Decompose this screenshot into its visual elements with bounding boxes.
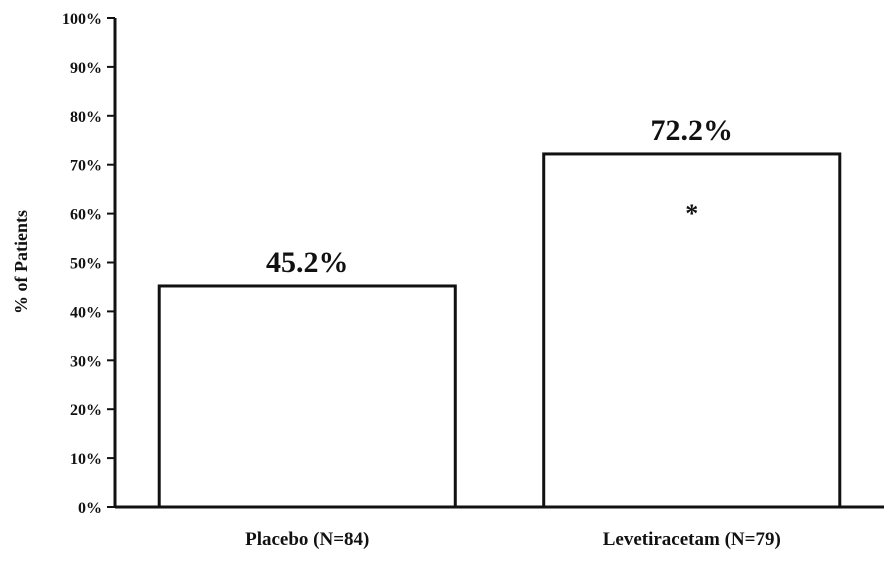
- y-tick-label: 50%: [70, 256, 102, 273]
- bar: [157, 284, 457, 509]
- x-category-label: Levetiracetam (N=79): [603, 529, 781, 550]
- y-tick-label: 90%: [70, 60, 102, 77]
- y-tick-label: 60%: [70, 207, 102, 224]
- bars: [157, 152, 842, 509]
- bar-value-label: 45.2%: [266, 246, 349, 279]
- y-tick-label: 0%: [78, 500, 102, 517]
- y-tick-label: 20%: [70, 402, 102, 419]
- y-axis-label: % of Patients: [11, 210, 31, 314]
- y-tick-label: 70%: [70, 158, 102, 175]
- y-tick-label: 80%: [70, 109, 102, 126]
- bar-value-label: 72.2%: [651, 114, 734, 147]
- y-tick-label: 30%: [70, 353, 102, 370]
- data-labels: 45.2% 72.2% *: [266, 114, 733, 279]
- y-tick-label: 40%: [70, 304, 102, 321]
- y-tick-label: 10%: [70, 451, 102, 468]
- x-category-label: Placebo (N=84): [245, 529, 369, 550]
- y-axis-ticks: 0% 10% 20% 30% 40% 50% 60% 70% 80% 90% 100%: [62, 11, 115, 517]
- x-axis-categories: Placebo (N=84) Levetiracetam (N=79): [245, 529, 781, 550]
- significance-asterisk: *: [685, 199, 698, 228]
- bar: [542, 152, 842, 509]
- y-tick-label: 100%: [62, 11, 102, 28]
